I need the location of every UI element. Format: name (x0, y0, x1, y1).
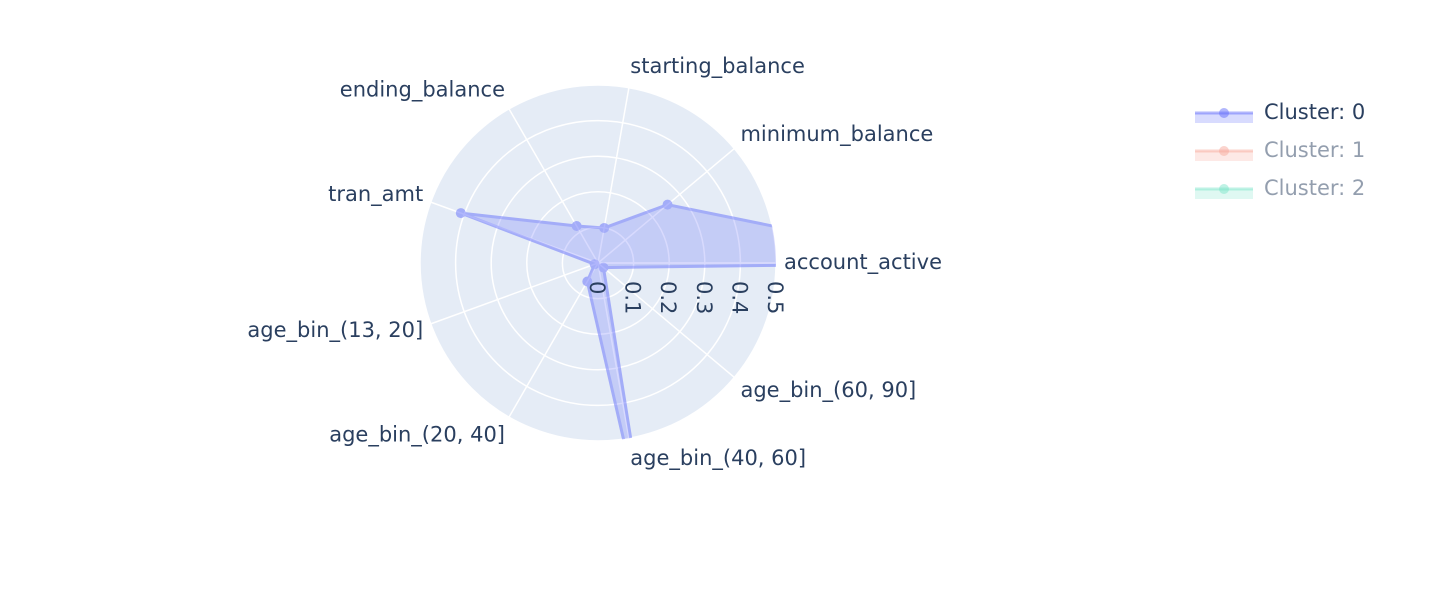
radial-tick-label: 0.2 (656, 281, 680, 314)
angular-grid-line (508, 108, 599, 264)
legend-swatch-fill (1195, 189, 1253, 199)
category-label: tran_amt (328, 182, 423, 207)
category-label: age_bin_(60, 90] (740, 378, 916, 403)
legend-label: Cluster: 1 (1264, 138, 1365, 162)
radial-tick-label: 0.1 (621, 281, 645, 314)
data-point (582, 276, 593, 287)
category-label: age_bin_(13, 20] (247, 318, 423, 343)
category-label: ending_balance (340, 78, 505, 103)
legend-item: Cluster: 2 (1195, 176, 1365, 200)
radial-tick-label: 0.4 (727, 281, 751, 314)
legend-item: Cluster: 0 (1195, 100, 1365, 124)
radial-tick-label: 0.5 (763, 281, 787, 314)
category-label: age_bin_(20, 40] (329, 422, 505, 447)
angular-grid-line (508, 262, 599, 418)
category-label: minimum_balance (740, 122, 933, 147)
data-point (571, 221, 582, 232)
data-point (642, 538, 652, 548)
angular-grid-line (597, 262, 735, 378)
data-point (662, 199, 673, 210)
legend-label: Cluster: 2 (1264, 176, 1365, 200)
radial-tick-label: 0 (585, 281, 609, 294)
category-label: age_bin_(40, 60] (630, 446, 806, 471)
data-point (599, 222, 610, 233)
angular-grid-line (597, 262, 630, 439)
legend-swatch-fill (1195, 151, 1253, 161)
radial-tick-label: 0.3 (692, 281, 716, 314)
angular-grid-line (430, 262, 599, 325)
series-area (460, 203, 776, 441)
trace (455, 199, 959, 548)
legend-label: Cluster: 0 (1264, 100, 1365, 124)
angular-grid-line (597, 87, 630, 264)
data-point (455, 208, 466, 219)
legend-swatch-marker (1219, 146, 1229, 156)
category-label: starting_balance (630, 54, 805, 79)
legend-swatch-marker (1219, 184, 1229, 194)
category-label: account_active (784, 250, 942, 275)
data-point (589, 259, 600, 270)
data-point (598, 262, 609, 273)
legend-item: Cluster: 1 (1195, 138, 1365, 162)
legend-swatch-marker (1219, 108, 1229, 118)
data-point (949, 258, 959, 268)
